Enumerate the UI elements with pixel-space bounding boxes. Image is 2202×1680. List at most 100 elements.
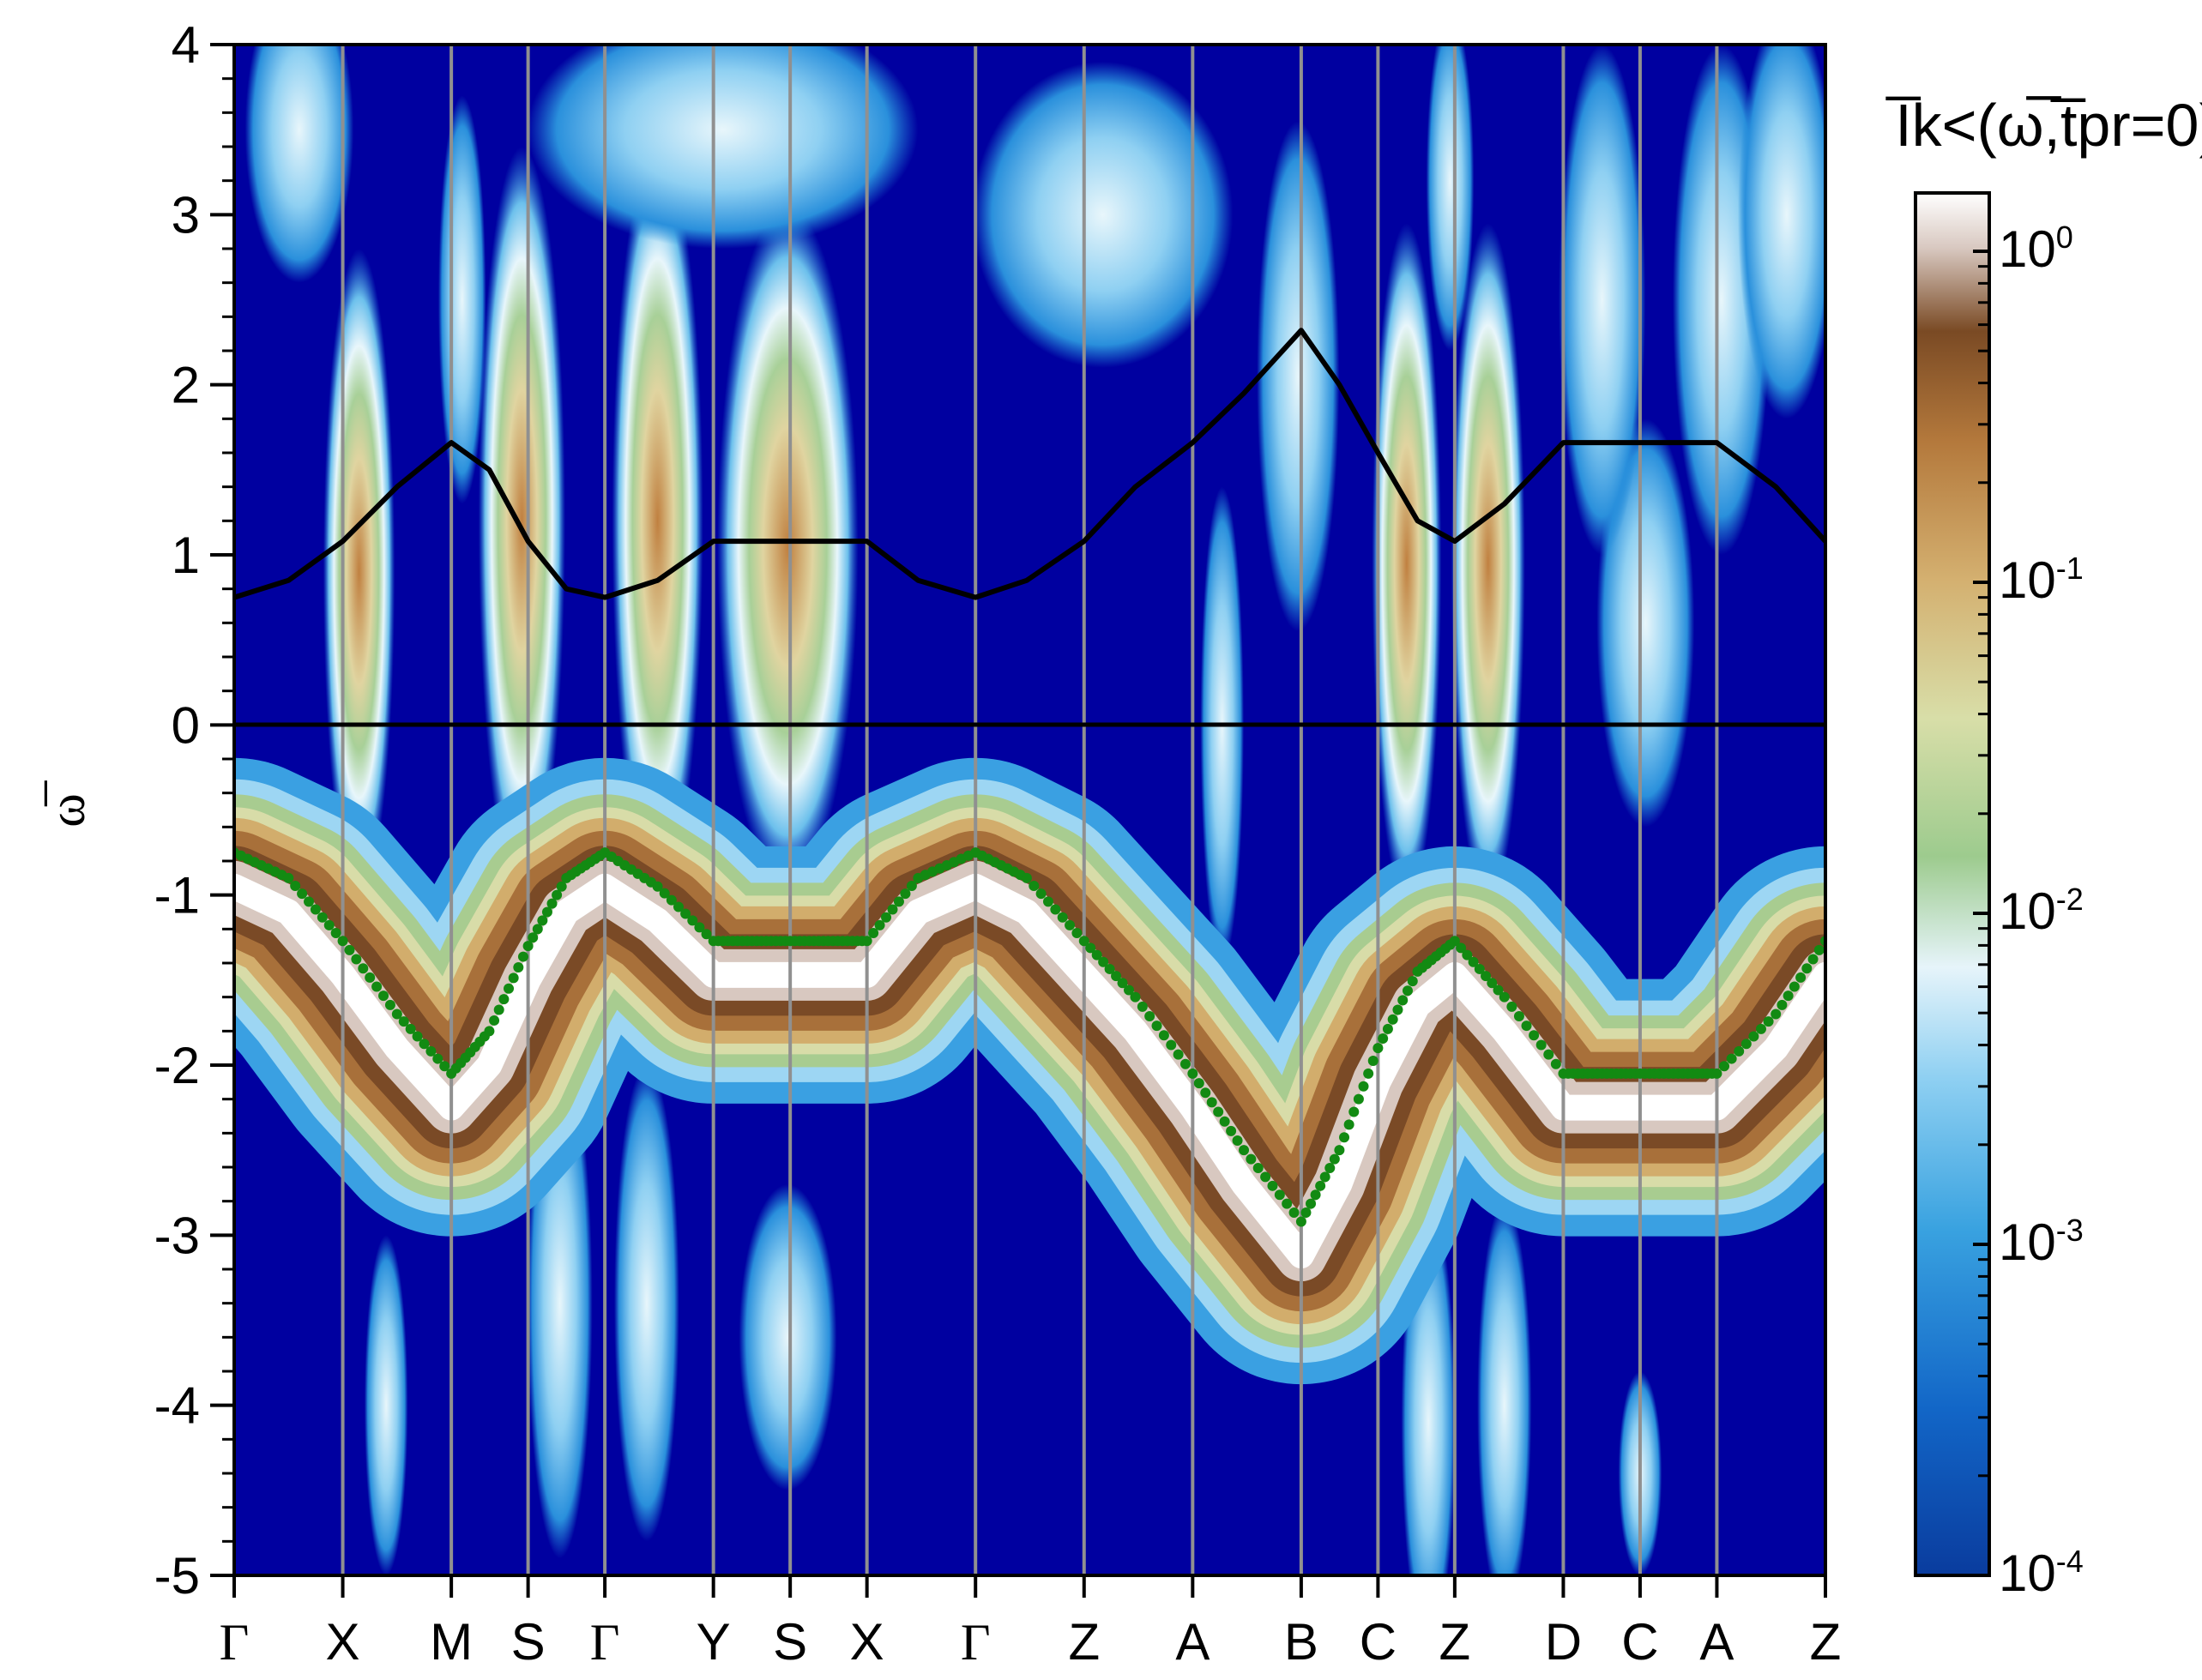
green-band-point	[1078, 936, 1089, 947]
green-band-point	[1050, 904, 1061, 915]
intensity-region	[1451, 223, 1525, 904]
green-band-point	[297, 888, 308, 900]
green-band-point	[1387, 1014, 1398, 1025]
green-band-point	[1193, 1078, 1204, 1089]
x-tick-label: C	[1621, 1613, 1658, 1671]
green-band-point	[1158, 1030, 1169, 1041]
intensity-region	[364, 1235, 408, 1575]
green-band-point	[1499, 991, 1510, 1003]
green-band-point	[1144, 1010, 1155, 1021]
green-band-point	[1468, 956, 1479, 967]
green-band-point	[1029, 881, 1040, 892]
green-band-point	[1187, 1068, 1198, 1079]
green-band-point	[1021, 872, 1032, 883]
green-band-point	[1363, 1068, 1374, 1079]
green-band-point	[304, 896, 315, 907]
intensity-region	[1559, 45, 1646, 555]
green-band-point	[1521, 1021, 1532, 1032]
green-band-point	[1378, 1033, 1389, 1045]
green-band-point	[323, 919, 335, 930]
green-band-point	[680, 908, 691, 919]
intensity-region	[478, 146, 566, 895]
green-band-point	[1232, 1135, 1243, 1147]
green-band-point	[1306, 1198, 1317, 1209]
colorbar-tick-label: 100	[1999, 220, 2073, 278]
colorbar-tick-label: 10-1	[1999, 551, 2084, 609]
x-tick-label: A	[1699, 1613, 1734, 1671]
green-band-point	[1795, 972, 1807, 983]
green-band-point	[1755, 1023, 1766, 1034]
intensity-region	[972, 61, 1234, 368]
green-band-point	[1339, 1132, 1350, 1143]
green-band-point	[1334, 1145, 1345, 1156]
x-tick-label: Z	[1810, 1613, 1842, 1671]
intensity-region	[244, 45, 354, 283]
x-tick-label: Γ	[590, 1614, 620, 1671]
intensity-region	[717, 206, 859, 887]
green-band-point	[1091, 949, 1102, 960]
black-band-line	[234, 328, 1825, 600]
green-band-point	[513, 961, 524, 972]
green-band-point	[365, 972, 376, 983]
green-band-point	[351, 954, 362, 965]
green-band-point	[378, 991, 389, 1002]
green-band-point	[1783, 991, 1794, 1002]
green-band-point	[1042, 896, 1053, 907]
x-tick-label: Z	[1068, 1613, 1100, 1671]
green-band-point	[330, 928, 341, 939]
y-tick-label: 4	[172, 16, 200, 74]
green-band-point	[1219, 1116, 1230, 1127]
green-band-point	[893, 896, 904, 907]
green-band-point	[1166, 1039, 1177, 1051]
green-band-point	[398, 1016, 409, 1027]
y-axis: -5 -4 -3 -2 -1 0 1 2 3 4	[154, 16, 234, 1605]
green-band-point	[1200, 1087, 1211, 1099]
green-band-point	[1035, 888, 1047, 900]
green-band-point	[1734, 1045, 1745, 1057]
x-tick-label: A	[1175, 1613, 1210, 1671]
y-tick-label: 3	[172, 186, 200, 244]
intensity-region	[1737, 45, 1825, 419]
green-band-point	[1295, 1216, 1306, 1227]
green-band-point	[1543, 1049, 1554, 1060]
green-band-point	[1550, 1058, 1561, 1069]
green-band-point	[868, 928, 879, 939]
green-band-point	[1711, 1068, 1722, 1079]
green-band-point	[1740, 1039, 1752, 1050]
green-band-point	[1282, 1198, 1293, 1209]
green-band-point	[532, 924, 543, 935]
intensity-region	[612, 146, 703, 895]
green-band-point	[384, 999, 395, 1010]
green-band-point	[371, 981, 383, 992]
green-band-point	[1474, 963, 1485, 974]
green-band-point	[1449, 936, 1460, 947]
green-band-point	[290, 881, 301, 892]
x-tick-label: S	[773, 1613, 807, 1671]
intensity-region	[437, 95, 486, 504]
green-band-point	[1071, 928, 1083, 939]
green-band-point	[1288, 1207, 1300, 1219]
green-band-point	[489, 1015, 500, 1026]
green-band-point	[419, 1039, 430, 1050]
green-band-point	[1179, 1058, 1191, 1069]
green-band-point	[1206, 1097, 1217, 1108]
x-tick-label: X	[326, 1613, 360, 1671]
green-band-point	[317, 912, 328, 923]
valence-band-intensity	[234, 873, 1825, 1269]
green-band-point	[412, 1031, 423, 1042]
green-band-point	[508, 972, 519, 984]
green-band-point	[666, 894, 677, 906]
green-band-point	[1789, 981, 1800, 992]
green-band-point	[881, 912, 892, 923]
green-band-point	[493, 1004, 504, 1015]
green-band-point	[537, 915, 548, 926]
green-band-point	[337, 936, 348, 947]
green-band-point	[687, 915, 698, 926]
x-tick-label: Γ	[220, 1614, 250, 1671]
green-band-point	[484, 1026, 495, 1037]
green-band-point	[1329, 1153, 1340, 1165]
intensity-region	[1372, 223, 1442, 904]
green-band-point	[1065, 919, 1076, 930]
